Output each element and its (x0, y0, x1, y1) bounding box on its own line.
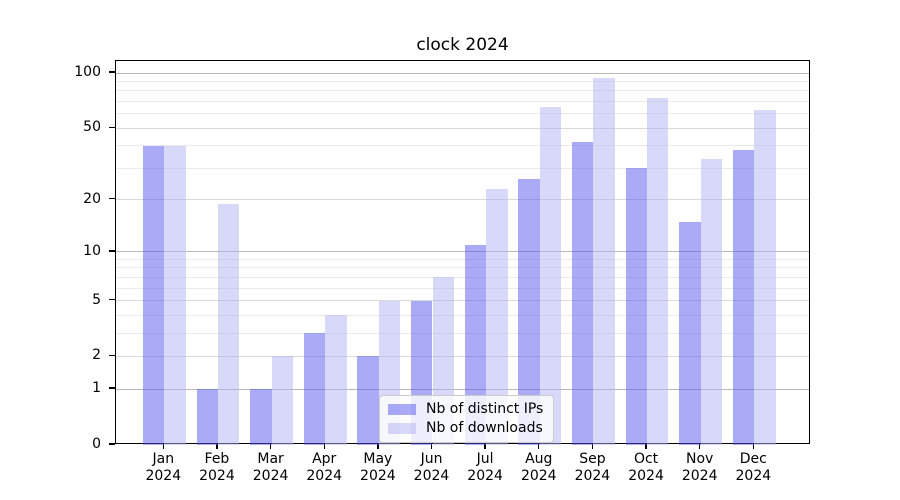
y-tick-mark-20 (109, 198, 115, 200)
y-tick-label-50: 50 (83, 119, 101, 136)
gridline-y-100 (116, 72, 809, 74)
y-tick-label-1: 1 (92, 380, 101, 397)
bar-distinct-ips-apr (303, 333, 326, 445)
bar-distinct-ips-dec (732, 149, 755, 445)
legend-item-downloads: Nb of downloads (388, 419, 543, 437)
gridline-y-30 (116, 167, 809, 169)
bar-downloads-jan (164, 145, 186, 445)
gridline-y-8 (116, 267, 809, 269)
y-tick-label-5: 5 (92, 291, 101, 308)
x-tick-label-jun: Jun 2024 (413, 451, 450, 484)
bar-distinct-ips-aug (518, 179, 540, 445)
x-tick-label-jul: Jul 2024 (467, 451, 503, 484)
y-tick-label-100: 100 (74, 64, 101, 81)
bar-distinct-ips-jul (464, 244, 487, 445)
x-tick-label-apr: Apr 2024 (306, 451, 343, 484)
x-tick-mark-jul (484, 444, 486, 449)
y-tick-mark-100 (109, 71, 115, 73)
x-tick-label-aug: Aug 2024 (520, 451, 557, 484)
x-tick-label-oct: Oct 2024 (628, 451, 664, 484)
gridline-y-60 (116, 113, 809, 115)
bar-distinct-ips-mar (250, 389, 272, 445)
y-tick-mark-50 (109, 126, 115, 128)
bar-distinct-ips-feb (196, 389, 218, 445)
x-tick-mark-may (377, 444, 379, 449)
gridline-y-4 (116, 314, 809, 316)
x-tick-label-sep: Sep 2024 (574, 451, 611, 484)
y-tick-mark-1 (109, 387, 115, 389)
bar-downloads-sep (593, 78, 615, 445)
x-tick-label-nov: Nov 2024 (681, 451, 718, 484)
x-tick-label-feb: Feb 2024 (199, 451, 235, 484)
legend: Nb of distinct IPs Nb of downloads (379, 395, 555, 443)
plot-area: Nb of distinct IPs Nb of downloads (115, 60, 810, 445)
bar-distinct-ips-nov (679, 221, 701, 445)
gridline-y-7 (116, 276, 809, 278)
x-tick-label-may: May 2024 (360, 451, 396, 484)
bar-distinct-ips-oct (625, 168, 648, 445)
gridline-y-9 (116, 259, 809, 260)
x-tick-mark-apr (323, 444, 325, 449)
bar-downloads-apr (325, 315, 347, 445)
legend-swatch-distinct-ips (388, 403, 416, 415)
x-tick-mark-nov (699, 444, 701, 449)
y-tick-mark-10 (109, 250, 115, 252)
bar-downloads-oct (647, 98, 669, 445)
x-tick-mark-sep (591, 444, 594, 449)
bar-downloads-dec (754, 109, 776, 445)
y-tick-mark-2 (109, 354, 115, 357)
x-tick-label-jan: Jan 2024 (145, 451, 182, 484)
y-tick-label-2: 2 (92, 347, 101, 364)
gridline-y-40 (116, 145, 809, 147)
y-tick-label-10: 10 (83, 242, 101, 259)
bar-distinct-ips-sep (572, 141, 594, 445)
gridline-y-6 (116, 287, 809, 289)
chart-title: clock 2024 (416, 35, 509, 55)
x-tick-mark-feb (216, 444, 218, 449)
bar-downloads-aug (539, 107, 562, 445)
bar-distinct-ips-jan (142, 145, 165, 445)
x-tick-mark-mar (269, 444, 272, 449)
x-tick-label-dec: Dec 2024 (735, 451, 772, 484)
gridline-y-5 (116, 300, 809, 302)
gridline-y-70 (116, 101, 809, 103)
x-tick-mark-jan (162, 444, 164, 449)
bar-downloads-jul (486, 188, 508, 445)
y-tick-mark-5 (109, 298, 115, 301)
legend-item-distinct-ips: Nb of distinct IPs (388, 400, 543, 418)
y-tick-mark-0 (109, 443, 115, 445)
legend-label-distinct-ips: Nb of distinct IPs (426, 401, 544, 417)
x-tick-mark-aug (538, 444, 540, 449)
gridline-y-20 (116, 199, 809, 201)
legend-swatch-downloads (388, 422, 416, 434)
gridline-y-3 (116, 332, 809, 334)
gridline-y-10 (116, 251, 809, 253)
bar-downloads-feb (217, 203, 240, 445)
y-tick-label-20: 20 (83, 190, 101, 207)
gridline-y-90 (116, 81, 809, 83)
gridline-y-1 (116, 388, 809, 390)
bar-distinct-ips-may (357, 356, 379, 445)
x-tick-mark-oct (645, 444, 647, 449)
gridline-y-2 (116, 355, 809, 357)
x-tick-mark-jun (430, 444, 433, 449)
bar-downloads-mar (271, 356, 293, 445)
legend-label-downloads: Nb of downloads (426, 420, 543, 436)
y-tick-label-0: 0 (92, 436, 101, 452)
x-tick-mark-dec (752, 444, 755, 449)
gridline-y-80 (116, 90, 809, 92)
x-tick-label-mar: Mar 2024 (252, 451, 289, 484)
bar-downloads-nov (700, 158, 723, 445)
gridline-y-50 (116, 127, 809, 129)
